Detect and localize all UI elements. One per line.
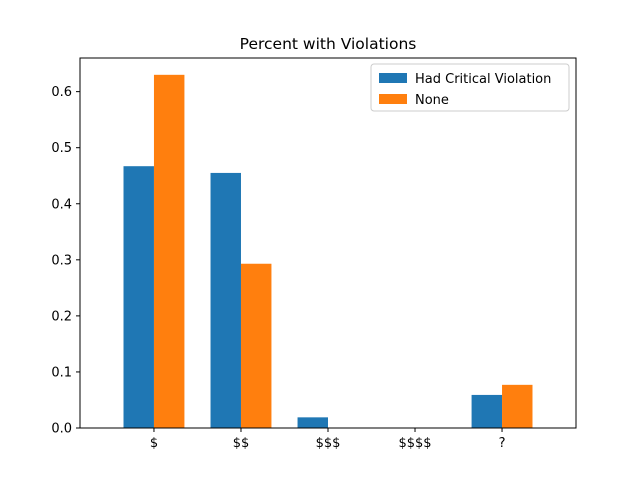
legend-swatch bbox=[379, 94, 407, 104]
x-tick-label: $$$$ bbox=[398, 436, 431, 451]
y-tick-label: 0.4 bbox=[51, 197, 72, 212]
x-tick-label: ? bbox=[499, 436, 506, 451]
y-tick-label: 0.6 bbox=[51, 85, 72, 100]
x-tick-label: $ bbox=[150, 436, 158, 451]
bar-none-0 bbox=[153, 74, 185, 429]
y-tick-label: 0.3 bbox=[51, 253, 72, 268]
y-tick-label: 0.0 bbox=[51, 422, 72, 437]
legend-swatch bbox=[379, 73, 407, 83]
legend-label: Had Critical Violation bbox=[415, 72, 551, 87]
bar-had-critical-violation-2 bbox=[297, 417, 328, 428]
y-tick-label: 0.2 bbox=[51, 309, 72, 324]
bar-none-1 bbox=[240, 263, 272, 428]
y-tick-label: 0.1 bbox=[51, 365, 72, 380]
y-tick-label: 0.5 bbox=[51, 141, 72, 156]
legend-label: None bbox=[415, 93, 449, 108]
legend: Had Critical Violation None bbox=[370, 63, 570, 112]
bar-had-critical-violation-4 bbox=[471, 394, 503, 428]
x-tick-label: $$ bbox=[233, 436, 250, 451]
bars-layer bbox=[123, 74, 533, 429]
chart-title: Percent with Violations bbox=[240, 35, 417, 53]
x-tick-label: $$$ bbox=[316, 436, 341, 451]
bar-had-critical-violation-1 bbox=[210, 172, 241, 428]
bar-had-critical-violation-0 bbox=[123, 166, 154, 429]
legend-box bbox=[370, 63, 570, 112]
bar-none-4 bbox=[502, 384, 533, 428]
axes: 0.00.10.20.30.40.50.6$ $$ $$$ $$$$? bbox=[51, 57, 577, 451]
